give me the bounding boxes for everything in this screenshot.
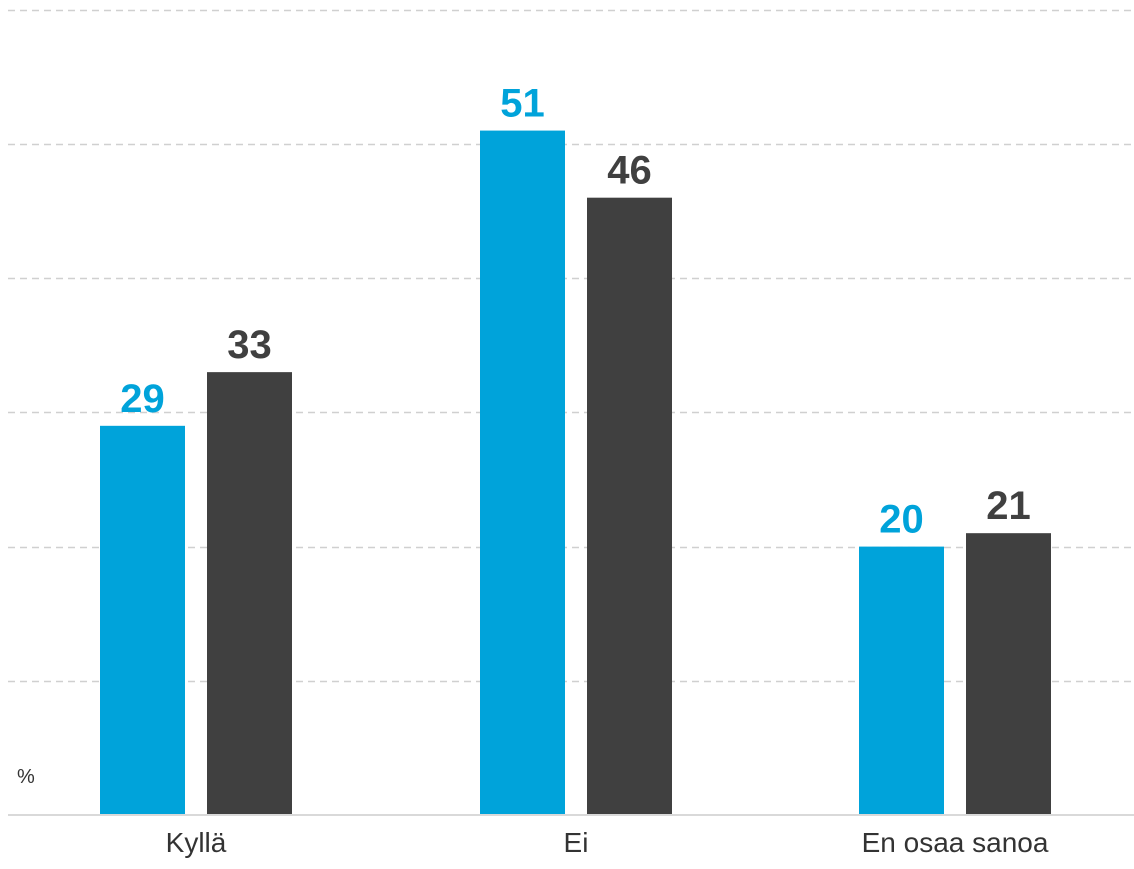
value-label-2-cat-2: 46 xyxy=(607,149,652,193)
bar-2-cat-1 xyxy=(207,372,292,815)
value-label-1-cat-2: 51 xyxy=(500,82,545,126)
value-label-2-cat-3: 21 xyxy=(986,484,1031,528)
category-label-3: En osaa sanoa xyxy=(862,827,1049,858)
bar-1-cat-3 xyxy=(859,546,944,815)
value-labels: 29 33 51 46 20 21 xyxy=(120,82,1031,542)
bars xyxy=(100,130,1051,815)
value-label-2-cat-1: 33 xyxy=(227,323,272,367)
bar-2-cat-3 xyxy=(966,533,1051,815)
gridlines xyxy=(8,9,1134,683)
value-label-1-cat-3: 20 xyxy=(879,498,924,542)
category-label-1: Kyllä xyxy=(166,827,227,858)
category-labels: Kyllä Ei En osaa sanoa xyxy=(166,827,1049,858)
bar-1-cat-1 xyxy=(100,425,185,815)
bar-1-cat-2 xyxy=(480,130,565,815)
category-label-2: Ei xyxy=(564,827,589,858)
bar-2-cat-2 xyxy=(587,197,672,815)
value-label-1-cat-1: 29 xyxy=(120,377,165,421)
unit-label: % xyxy=(17,766,35,788)
